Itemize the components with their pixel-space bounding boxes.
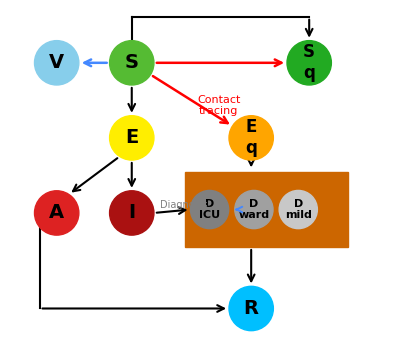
Text: R: R <box>244 299 259 318</box>
Text: S: S <box>125 53 139 72</box>
Circle shape <box>190 191 229 229</box>
Text: D
ICU: D ICU <box>199 199 220 221</box>
Text: A: A <box>49 203 64 223</box>
Text: S
q: S q <box>303 43 315 82</box>
Circle shape <box>235 191 273 229</box>
Text: Contact
tracing: Contact tracing <box>197 95 240 116</box>
Text: V: V <box>49 53 64 72</box>
Circle shape <box>229 116 273 160</box>
Text: E: E <box>125 128 138 147</box>
Circle shape <box>279 191 317 229</box>
Text: D
ward: D ward <box>238 199 270 221</box>
Text: D
mild: D mild <box>285 199 312 221</box>
Circle shape <box>287 41 331 85</box>
Circle shape <box>229 286 273 331</box>
Circle shape <box>110 191 154 235</box>
Circle shape <box>34 191 79 235</box>
FancyBboxPatch shape <box>185 172 348 247</box>
Circle shape <box>34 41 79 85</box>
Text: Diagnosis: Diagnosis <box>160 200 207 210</box>
Text: E
q: E q <box>245 118 257 157</box>
Circle shape <box>110 116 154 160</box>
Circle shape <box>110 41 154 85</box>
Text: I: I <box>128 203 135 223</box>
